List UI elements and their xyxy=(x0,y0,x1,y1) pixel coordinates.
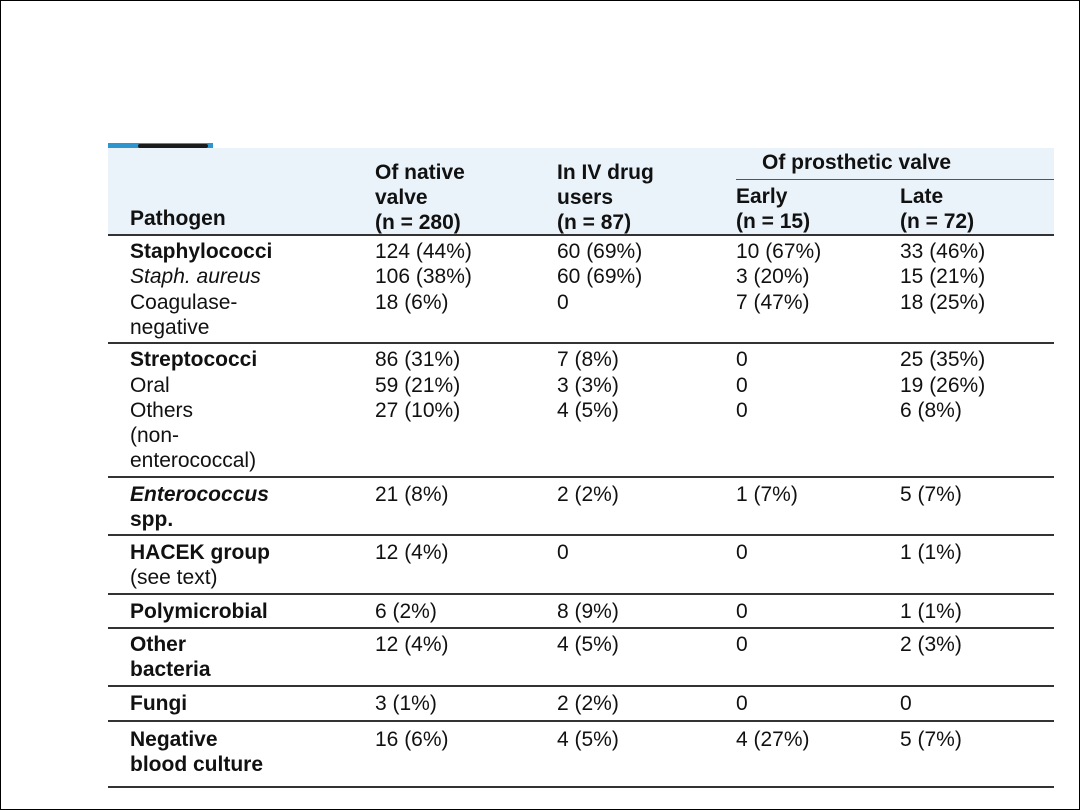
row-pathogen-cell: Enterococcus spp. xyxy=(130,482,269,532)
row-pathogen: Coagulase- negative xyxy=(130,291,238,339)
row-pathogen: Others (non- enterococcal) xyxy=(130,399,257,472)
row-early: 7 (47%) xyxy=(736,291,810,314)
table-bottom-rule xyxy=(108,786,1054,788)
row-pathogen: HACEK group xyxy=(130,541,270,564)
row-ivdu: 7 (8%) xyxy=(557,348,619,371)
row-native: 18 (6%) xyxy=(375,291,449,314)
row-ivdu: 0 xyxy=(557,291,569,314)
header-bottom-rule xyxy=(108,234,1054,236)
row-ivdu: 0 xyxy=(557,541,569,564)
group-divider xyxy=(108,627,1054,629)
group-divider xyxy=(108,593,1054,595)
row-pathogen: Streptococci xyxy=(130,348,258,371)
row-native: 106 (38%) xyxy=(375,265,472,288)
row-native: 12 (4%) xyxy=(375,633,449,656)
header-native-valve: Of native valve (n = 280) xyxy=(375,161,465,234)
row-early: 0 xyxy=(736,399,748,422)
row-native: 27 (10%) xyxy=(375,399,461,422)
row-pathogen-note: (see text) xyxy=(130,566,218,589)
row-ivdu: 60 (69%) xyxy=(557,240,643,263)
table-header-background xyxy=(108,148,1054,234)
row-ivdu: 4 (5%) xyxy=(557,633,619,656)
header-iv-drug-users: In IV drug users (n = 87) xyxy=(557,161,654,234)
row-late: 5 (7%) xyxy=(900,728,962,751)
row-late: 25 (35%) xyxy=(900,348,986,371)
row-late: 5 (7%) xyxy=(900,483,962,506)
row-pathogen-cell: HACEK group (see text) xyxy=(130,540,270,590)
group-divider xyxy=(108,342,1054,344)
row-pathogen: Oral xyxy=(130,374,170,397)
row-pathogen: Enterococcus xyxy=(130,483,269,506)
row-early: 0 xyxy=(736,348,748,371)
row-early: 0 xyxy=(736,633,748,656)
row-pathogen-suffix: spp. xyxy=(130,508,174,531)
row-early: 4 (27%) xyxy=(736,728,810,751)
row-late: 6 (8%) xyxy=(900,399,962,422)
row-early: 0 xyxy=(736,541,748,564)
row-late: 2 (3%) xyxy=(900,633,962,656)
row-early: 0 xyxy=(736,374,748,397)
row-late: 15 (21%) xyxy=(900,265,986,288)
row-late: 18 (25%) xyxy=(900,291,986,314)
row-native: 124 (44%) xyxy=(375,240,472,263)
row-early: 3 (20%) xyxy=(736,265,810,288)
header-prosthetic-valve: Of prosthetic valve xyxy=(762,151,952,174)
row-pathogen: Negative blood culture xyxy=(130,728,263,776)
row-late: 33 (46%) xyxy=(900,240,986,263)
header-pathogen: Pathogen xyxy=(130,207,226,230)
row-early: 1 (7%) xyxy=(736,483,798,506)
row-ivdu: 8 (9%) xyxy=(557,600,619,623)
row-early: 0 xyxy=(736,600,748,623)
row-late: 1 (1%) xyxy=(900,600,962,623)
row-native: 6 (2%) xyxy=(375,600,437,623)
row-early: 0 xyxy=(736,692,748,715)
row-native: 3 (1%) xyxy=(375,692,437,715)
table-tab-marker xyxy=(138,144,208,148)
header-early: Early (n = 15) xyxy=(736,185,811,233)
group-divider xyxy=(108,476,1054,478)
row-pathogen: Staphylococci xyxy=(130,240,273,263)
row-early: 10 (67%) xyxy=(736,240,822,263)
group-divider xyxy=(108,534,1054,536)
row-ivdu: 2 (2%) xyxy=(557,692,619,715)
group-divider xyxy=(108,720,1054,722)
group-divider xyxy=(108,685,1054,687)
row-pathogen: Polymicrobial xyxy=(130,600,268,623)
row-ivdu: 4 (5%) xyxy=(557,728,619,751)
row-native: 12 (4%) xyxy=(375,541,449,564)
row-late: 1 (1%) xyxy=(900,541,962,564)
row-native: 16 (6%) xyxy=(375,728,449,751)
row-native: 59 (21%) xyxy=(375,374,461,397)
row-pathogen: Fungi xyxy=(130,692,188,715)
header-late: Late (n = 72) xyxy=(900,185,975,233)
row-pathogen: Other bacteria xyxy=(130,633,211,681)
prosthetic-group-rule xyxy=(736,179,1054,180)
row-ivdu: 60 (69%) xyxy=(557,265,643,288)
row-ivdu: 3 (3%) xyxy=(557,374,619,397)
row-late: 19 (26%) xyxy=(900,374,986,397)
row-pathogen: Staph. aureus xyxy=(130,265,261,288)
row-late: 0 xyxy=(900,692,912,715)
row-ivdu: 2 (2%) xyxy=(557,483,619,506)
row-native: 21 (8%) xyxy=(375,483,449,506)
row-native: 86 (31%) xyxy=(375,348,461,371)
row-ivdu: 4 (5%) xyxy=(557,399,619,422)
